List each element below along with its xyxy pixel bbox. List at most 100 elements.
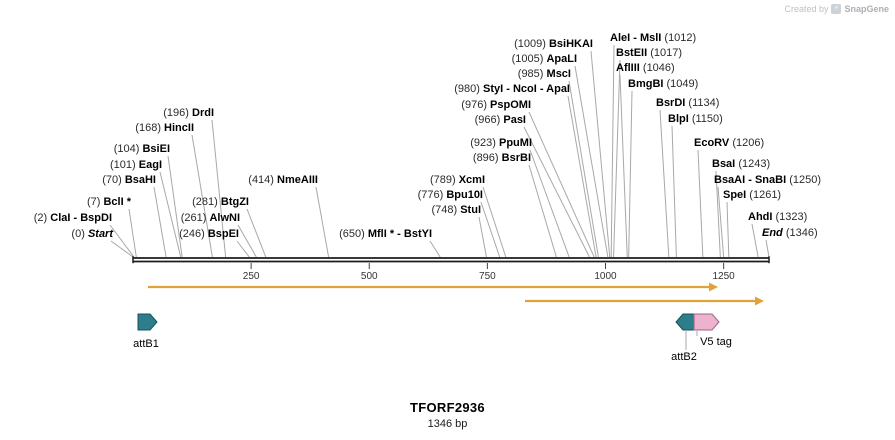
site-position: (1243) bbox=[738, 158, 771, 170]
restriction-site-label[interactable]: (896) BsrBI bbox=[473, 152, 531, 165]
restriction-site-label[interactable]: (196) DrdI bbox=[163, 107, 214, 120]
restriction-site-label[interactable]: (7) BclI * bbox=[87, 196, 131, 209]
restriction-site-label[interactable]: BsrDI (1134) bbox=[656, 97, 719, 110]
restriction-site-label[interactable]: AleI - MslI (1012) bbox=[610, 32, 696, 45]
attb2-feature-arrow[interactable] bbox=[675, 313, 695, 331]
site-connector-line bbox=[159, 171, 182, 258]
attb1-feature-arrow[interactable] bbox=[137, 313, 158, 331]
site-enzyme-name: BspEI bbox=[207, 228, 239, 240]
ruler-tick-label: 750 bbox=[479, 271, 496, 282]
restriction-site-label[interactable]: BsaAI - SnaBI (1250) bbox=[714, 174, 821, 187]
site-position: (7) bbox=[86, 196, 101, 208]
site-enzyme-name: BsaAI - SnaBI bbox=[714, 174, 787, 186]
map-start-label[interactable]: (0) Start bbox=[71, 228, 113, 241]
v5-tag-feature-arrow[interactable] bbox=[693, 313, 720, 331]
snapgene-watermark: Created by ⚡ SnapGene bbox=[784, 4, 889, 14]
site-enzyme-name: SpeI bbox=[723, 189, 747, 201]
ruler-tick-label: 1250 bbox=[713, 271, 736, 282]
site-position: (70) bbox=[102, 174, 122, 186]
site-enzyme-name: Start bbox=[87, 228, 113, 240]
restriction-site-label[interactable]: (261) AlwNI bbox=[181, 212, 240, 225]
site-enzyme-name: BstEII bbox=[616, 47, 648, 59]
restriction-site-label[interactable]: (976) PspOMI bbox=[461, 99, 531, 112]
site-enzyme-name: BsaHI bbox=[124, 174, 156, 186]
site-enzyme-name: NmeAIII bbox=[277, 174, 318, 186]
site-position: (1206) bbox=[732, 137, 765, 149]
site-connector-line bbox=[191, 134, 213, 258]
site-connector-line bbox=[726, 201, 730, 258]
restriction-site-label[interactable]: (2) ClaI - BspDI bbox=[34, 212, 112, 225]
restriction-site-label[interactable]: AflIII (1046) bbox=[616, 62, 675, 75]
site-connector-line bbox=[528, 164, 557, 258]
restriction-site-label[interactable]: (70) BsaHI bbox=[102, 174, 156, 187]
restriction-site-label[interactable]: (168) HincII bbox=[135, 122, 194, 135]
restriction-site-label[interactable]: (1005) ApaLI bbox=[512, 53, 577, 66]
restriction-site-label[interactable]: (923) PpuMI bbox=[470, 137, 532, 150]
restriction-site-label[interactable]: (1009) BsiHKAI bbox=[514, 38, 593, 51]
site-enzyme-name: BclI * bbox=[103, 196, 131, 208]
watermark-brand: SnapGene bbox=[844, 4, 889, 14]
site-enzyme-name: BmgBI bbox=[628, 78, 664, 90]
site-position: (2) bbox=[33, 212, 48, 224]
site-connector-line bbox=[482, 186, 507, 258]
restriction-site-label[interactable]: BmgBI (1049) bbox=[628, 78, 698, 91]
restriction-site-label[interactable]: SpeI (1261) bbox=[723, 189, 781, 202]
site-enzyme-name: BtgZI bbox=[220, 196, 249, 208]
v5-tag-label[interactable]: V5 tag bbox=[700, 336, 732, 348]
site-position: (1261) bbox=[749, 189, 782, 201]
restriction-site-label[interactable]: EcoRV (1206) bbox=[694, 137, 764, 150]
restriction-site-label[interactable]: (104) BsiEI bbox=[114, 143, 170, 156]
site-enzyme-name: PasI bbox=[503, 114, 526, 126]
site-enzyme-name: BsiHKAI bbox=[548, 38, 593, 50]
restriction-site-label[interactable]: (650) MflI * - BstYI bbox=[339, 228, 432, 241]
site-enzyme-name: XcmI bbox=[458, 174, 485, 186]
site-connector-line bbox=[529, 149, 570, 258]
site-enzyme-name: StyI - NcoI - ApaI bbox=[483, 83, 570, 95]
ruler-tick-label: 1000 bbox=[594, 271, 617, 282]
site-enzyme-name: BsrBI bbox=[501, 152, 531, 164]
restriction-site-label[interactable]: (748) StuI bbox=[431, 204, 481, 217]
site-connector-line bbox=[619, 74, 628, 258]
site-connector-line bbox=[613, 59, 621, 258]
restriction-site-label[interactable]: (966) PasI bbox=[475, 114, 526, 127]
site-enzyme-name: EcoRV bbox=[694, 137, 730, 149]
site-position: (261) bbox=[180, 212, 207, 224]
site-connector-line bbox=[567, 95, 597, 258]
site-enzyme-name: MscI bbox=[546, 68, 571, 80]
restriction-site-label[interactable]: (101) EagI bbox=[110, 159, 162, 172]
site-connector-line bbox=[574, 65, 609, 258]
restriction-site-label[interactable]: (414) NmeAIII bbox=[248, 174, 318, 187]
site-enzyme-name: End bbox=[762, 227, 783, 239]
restriction-site-label[interactable]: (980) StyI - NcoI - ApaI bbox=[454, 83, 570, 96]
site-enzyme-name: BlpI bbox=[668, 113, 689, 125]
attb2-label[interactable]: attB2 bbox=[671, 351, 697, 363]
restriction-site-label[interactable]: BsaI (1243) bbox=[712, 158, 770, 171]
site-position: (1346) bbox=[785, 227, 818, 239]
site-position: (923) bbox=[470, 137, 496, 149]
attb1-label[interactable]: attB1 bbox=[133, 338, 159, 350]
orf-arrow-2-arrowhead-icon bbox=[755, 296, 764, 306]
watermark-prefix: Created by bbox=[784, 4, 829, 14]
site-position: (0) bbox=[71, 228, 85, 240]
restriction-site-label[interactable]: AhdI (1323) bbox=[748, 211, 807, 224]
restriction-site-label[interactable]: (776) Bpu10I bbox=[418, 189, 483, 202]
restriction-site-label[interactable]: BstEII (1017) bbox=[616, 47, 682, 60]
restriction-site-label[interactable]: (246) BspEI bbox=[179, 228, 239, 241]
site-position: (281) bbox=[192, 196, 218, 208]
site-connector-line bbox=[246, 208, 267, 258]
site-connector-line bbox=[237, 224, 257, 258]
restriction-site-label[interactable]: BlpI (1150) bbox=[668, 113, 723, 126]
restriction-site-label[interactable]: (281) BtgZI bbox=[192, 196, 249, 209]
site-enzyme-name: HincII bbox=[164, 122, 194, 134]
restriction-site-label[interactable]: (789) XcmI bbox=[430, 174, 485, 187]
site-enzyme-name: BsaI bbox=[712, 158, 736, 170]
map-end-label[interactable]: End (1346) bbox=[762, 227, 818, 240]
site-connector-line bbox=[211, 119, 227, 258]
site-enzyme-name: ClaI - BspDI bbox=[50, 212, 112, 224]
site-connector-line bbox=[528, 111, 595, 258]
snapgene-logo-icon: ⚡ bbox=[831, 4, 842, 14]
restriction-site-label[interactable]: (985) MscI bbox=[518, 68, 571, 81]
site-position: (1009) bbox=[514, 38, 546, 50]
